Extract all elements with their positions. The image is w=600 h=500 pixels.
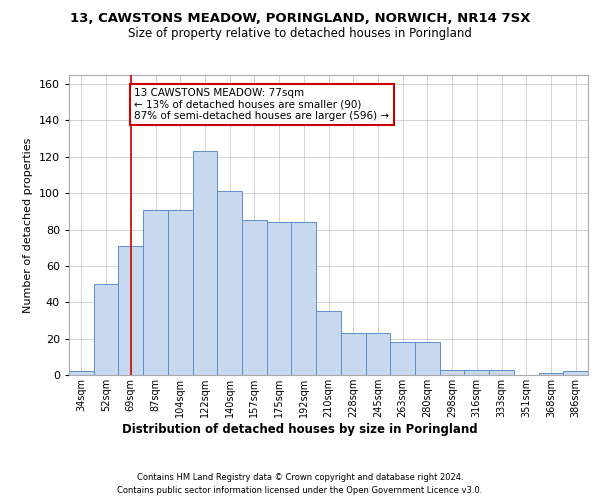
Bar	[94, 284, 118, 375]
Bar	[489, 370, 514, 375]
Bar	[390, 342, 415, 375]
Bar	[118, 246, 143, 375]
Text: Distribution of detached houses by size in Poringland: Distribution of detached houses by size …	[122, 422, 478, 436]
Text: Contains public sector information licensed under the Open Government Licence v3: Contains public sector information licen…	[118, 486, 482, 495]
Bar	[242, 220, 267, 375]
Y-axis label: Number of detached properties: Number of detached properties	[23, 138, 33, 312]
Bar	[440, 370, 464, 375]
Bar	[563, 372, 588, 375]
Text: Contains HM Land Registry data © Crown copyright and database right 2024.: Contains HM Land Registry data © Crown c…	[137, 472, 463, 482]
Text: 13, CAWSTONS MEADOW, PORINGLAND, NORWICH, NR14 7SX: 13, CAWSTONS MEADOW, PORINGLAND, NORWICH…	[70, 12, 530, 26]
Bar	[292, 222, 316, 375]
Bar	[464, 370, 489, 375]
Bar	[365, 333, 390, 375]
Bar	[143, 210, 168, 375]
Bar	[539, 373, 563, 375]
Text: 13 CAWSTONS MEADOW: 77sqm
← 13% of detached houses are smaller (90)
87% of semi-: 13 CAWSTONS MEADOW: 77sqm ← 13% of detac…	[134, 88, 389, 121]
Text: Size of property relative to detached houses in Poringland: Size of property relative to detached ho…	[128, 28, 472, 40]
Bar	[217, 192, 242, 375]
Bar	[193, 152, 217, 375]
Bar	[69, 372, 94, 375]
Bar	[415, 342, 440, 375]
Bar	[267, 222, 292, 375]
Bar	[341, 333, 365, 375]
Bar	[316, 312, 341, 375]
Bar	[168, 210, 193, 375]
